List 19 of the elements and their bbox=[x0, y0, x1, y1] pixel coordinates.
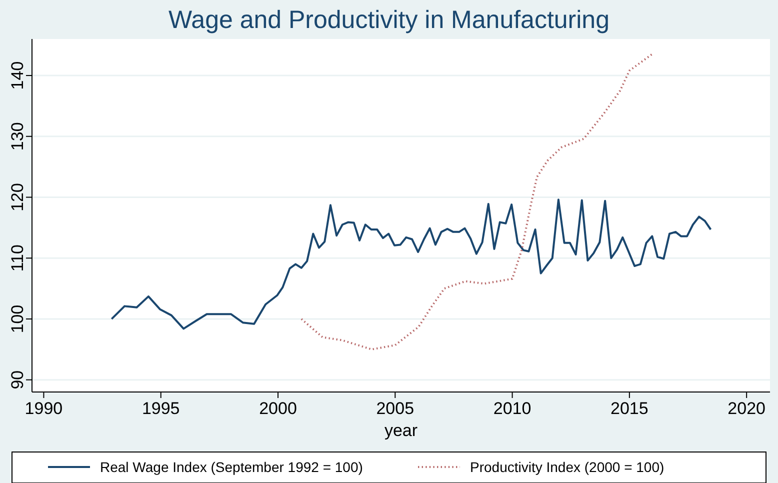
line-series bbox=[300, 52, 654, 350]
x-tick-label: 2015 bbox=[610, 399, 648, 418]
y-tick-label: 90 bbox=[8, 370, 27, 390]
chart-title: Wage and Productivity in Manufacturing bbox=[168, 6, 610, 34]
legend-label: Real Wage Index (September 1992 = 100) bbox=[100, 459, 363, 475]
x-axis-title: year bbox=[384, 421, 418, 440]
y-tick-label: 140 bbox=[8, 61, 27, 90]
y-tick-label: 110 bbox=[8, 244, 27, 272]
x-tick-label: 1995 bbox=[142, 399, 180, 418]
x-tick-label: 2000 bbox=[259, 399, 297, 418]
x-tick-label: 1990 bbox=[24, 399, 63, 418]
x-tick-label: 2020 bbox=[728, 399, 766, 418]
x-tick-label: 2010 bbox=[493, 399, 532, 418]
line-series bbox=[110, 198, 712, 330]
x-tick-label: 2005 bbox=[376, 399, 414, 418]
legend-label: Productivity Index (2000 = 100) bbox=[470, 459, 664, 475]
y-tick-label: 120 bbox=[8, 183, 27, 212]
y-tick-label: 100 bbox=[8, 304, 27, 334]
y-tick-label: 130 bbox=[8, 122, 27, 151]
